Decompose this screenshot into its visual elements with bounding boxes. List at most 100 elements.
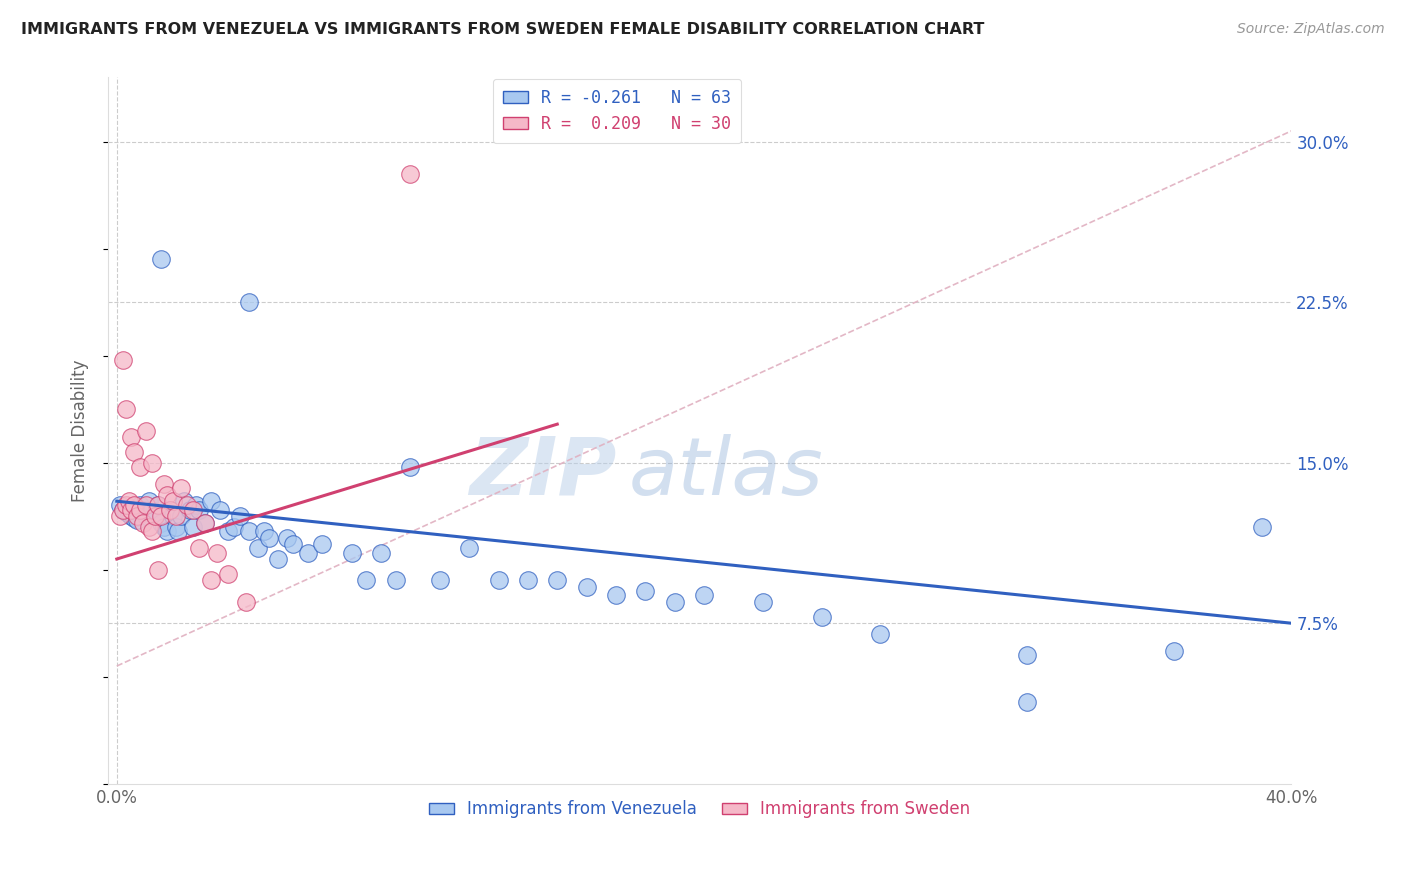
Point [167, 524, 190, 538]
Point [165, 520, 187, 534]
Point [135, 499, 157, 513]
Point [664, 595, 686, 609]
Point [129, 499, 152, 513]
Point [159, 502, 181, 516]
Point [132, 516, 155, 530]
Point [224, 520, 246, 534]
Point [1015, 695, 1038, 709]
Point [124, 445, 146, 459]
Point [546, 574, 568, 588]
Point [575, 580, 598, 594]
Point [121, 509, 143, 524]
Point [281, 537, 304, 551]
Point [108, 499, 131, 513]
Point [194, 516, 217, 530]
Point [121, 502, 143, 516]
Point [129, 502, 152, 516]
Point [135, 509, 157, 524]
Point [752, 595, 775, 609]
Point [340, 545, 363, 559]
Point [162, 509, 184, 524]
Point [259, 531, 281, 545]
Point [194, 516, 217, 530]
Point [488, 574, 510, 588]
Point [176, 499, 198, 513]
Point [605, 588, 627, 602]
Point [238, 295, 260, 310]
Legend: Immigrants from Venezuela, Immigrants from Sweden: Immigrants from Venezuela, Immigrants fr… [422, 794, 977, 825]
Point [111, 502, 134, 516]
Point [121, 430, 143, 444]
Point [516, 574, 538, 588]
Point [217, 566, 239, 581]
Point [170, 509, 193, 524]
Point [149, 509, 172, 524]
Point [141, 524, 163, 538]
Point [200, 494, 222, 508]
Point [141, 456, 163, 470]
Point [146, 499, 169, 513]
Point [188, 541, 211, 556]
Point [149, 516, 172, 530]
Point [162, 494, 184, 508]
Point [146, 499, 169, 513]
Point [165, 509, 187, 524]
Point [217, 524, 239, 538]
Point [114, 402, 136, 417]
Point [370, 545, 392, 559]
Point [634, 584, 657, 599]
Point [200, 574, 222, 588]
Y-axis label: Female Disability: Female Disability [72, 359, 89, 502]
Point [179, 502, 201, 516]
Point [399, 167, 422, 181]
Point [111, 502, 134, 516]
Text: Source: ZipAtlas.com: Source: ZipAtlas.com [1237, 22, 1385, 37]
Point [173, 494, 195, 508]
Point [159, 502, 181, 516]
Point [399, 460, 422, 475]
Point [170, 482, 193, 496]
Point [108, 509, 131, 524]
Point [181, 520, 204, 534]
Point [124, 511, 146, 525]
Point [114, 499, 136, 513]
Point [356, 574, 378, 588]
Point [111, 353, 134, 368]
Point [152, 477, 174, 491]
Point [246, 541, 269, 556]
Text: atlas: atlas [628, 434, 824, 512]
Point [1251, 520, 1274, 534]
Point [143, 509, 166, 524]
Point [117, 494, 139, 508]
Point [1163, 644, 1185, 658]
Point [235, 595, 257, 609]
Point [184, 499, 207, 513]
Point [156, 524, 179, 538]
Point [297, 545, 319, 559]
Point [693, 588, 716, 602]
Point [810, 609, 832, 624]
Point [124, 499, 146, 513]
Point [205, 545, 228, 559]
Text: ZIP: ZIP [470, 434, 617, 512]
Point [132, 502, 155, 516]
Point [141, 502, 163, 516]
Point [384, 574, 406, 588]
Point [311, 537, 333, 551]
Point [117, 507, 139, 521]
Point [114, 505, 136, 519]
Point [127, 509, 149, 524]
Point [238, 524, 260, 538]
Point [156, 488, 179, 502]
Point [152, 520, 174, 534]
Point [188, 502, 211, 516]
Point [127, 513, 149, 527]
Point [129, 460, 152, 475]
Point [276, 531, 298, 545]
Point [208, 502, 231, 516]
Point [138, 520, 160, 534]
Point [1015, 648, 1038, 663]
Point [135, 424, 157, 438]
Point [252, 524, 274, 538]
Point [146, 563, 169, 577]
